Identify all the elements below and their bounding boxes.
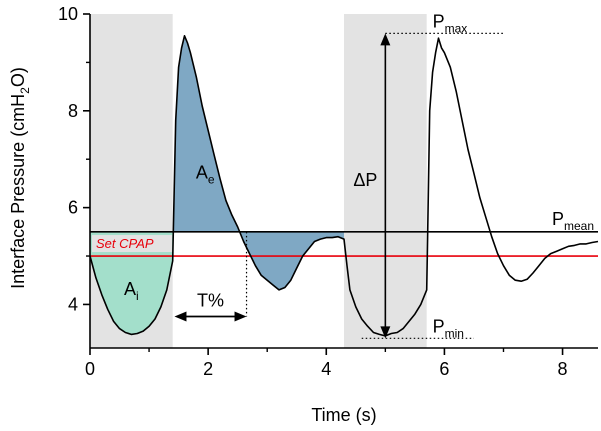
x-tick-label-4: 4 [321, 359, 331, 379]
y-axis-label: Interface Pressure (cmH2O) [8, 67, 32, 289]
pmean-label: Pmean [552, 209, 594, 233]
pressure-trace-group [89, 35, 599, 337]
x-tick-label-2: 2 [203, 359, 213, 379]
ai-label: Ai [124, 279, 139, 303]
ae-label: Ae [196, 163, 215, 187]
y-tick-label-6: 6 [68, 198, 78, 218]
x-tick-label-0: 0 [85, 359, 95, 379]
reference-lines [90, 231, 598, 257]
set-cpap-label: Set CPAP [96, 236, 154, 251]
t-percent-arrow-head-right [234, 311, 247, 322]
pressure-trace [89, 35, 599, 337]
delta-p-arrow-head-top [380, 33, 391, 46]
y-tick-label-8: 8 [68, 101, 78, 121]
set-cpap-label-bg [92, 235, 172, 253]
pmax-label: Pmax [433, 11, 468, 35]
guide-lines [245, 32, 504, 339]
delta-p-arrow-head-bottom [380, 326, 391, 339]
x-tick-label-8: 8 [558, 359, 568, 379]
x-tick-label-6: 6 [439, 359, 449, 379]
y-tick-label-4: 4 [68, 294, 78, 314]
pmin-label: Pmin [433, 316, 464, 340]
axes: 0 2 4 6 8 4 6 8 10 [58, 4, 598, 379]
area-fill-i [90, 231, 173, 335]
area-fills [90, 35, 344, 335]
x-axis-label: Time (s) [311, 405, 376, 425]
area-fill-e [173, 35, 344, 290]
t-percent-label: T% [197, 291, 224, 311]
annotations: Pmean Set CPAP Ai Ae Pmax Pmin ΔP T% [92, 11, 594, 340]
t-percent-arrow-head-left [174, 311, 187, 322]
y-tick-label-10: 10 [58, 4, 78, 24]
delta-p-label: ΔP [353, 170, 377, 190]
